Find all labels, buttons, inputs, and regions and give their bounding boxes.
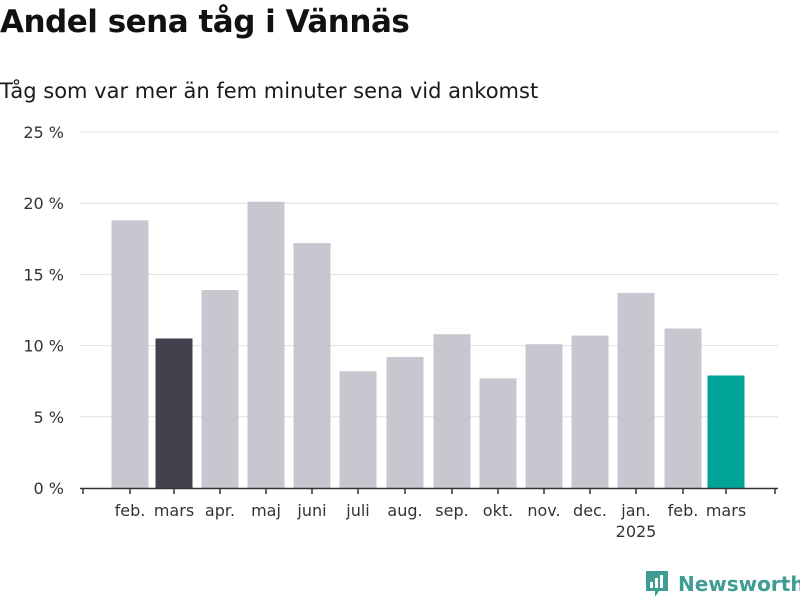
bar [248,202,285,488]
y-tick-label: 20 % [23,194,64,213]
x-axis [80,488,778,494]
brand-logo: Newsworthy [644,569,800,599]
y-tick-label: 0 % [34,479,64,498]
bar-chart: 0 %5 %10 %15 %20 %25 % feb. mars apr. maj ju… [0,0,800,600]
bars [112,202,745,488]
bar [572,336,609,488]
bar-chart-logo-icon [644,569,670,599]
bar [434,334,471,488]
x-tick-label: juni [296,501,326,520]
y-tick-label: 5 % [34,408,64,427]
bar [202,290,239,488]
x-tick-label: nov. [527,501,560,520]
bar [708,376,745,488]
x-tick-label: okt. [483,501,513,520]
x-year-label: 2025 [616,522,657,541]
bar [618,293,655,488]
x-tick-label: apr. [205,501,235,520]
x-tick-label: mars [154,501,194,520]
x-tick-label: feb. [115,501,146,520]
x-tick-label: feb. [668,501,699,520]
x-tick-label: juli [345,501,369,520]
y-tick-label: 10 % [23,337,64,356]
x-axis-tick-labels: feb. mars apr. maj juni juli aug. sep. okt. nov. d… [115,501,747,541]
y-axis-tick-labels: 0 % 5 % 10 % 15 % 20 % 25 % [23,123,64,498]
x-tick-label: maj [251,501,281,520]
x-tick-label: dec. [573,501,607,520]
x-tick-label: jan. [620,501,650,520]
x-tick-label: mars [706,501,746,520]
bar [340,371,377,488]
bar [112,220,149,488]
x-tick-label: aug. [387,501,422,520]
bar [156,338,193,488]
x-tick-label: sep. [435,501,468,520]
bar [387,357,424,488]
bar [480,378,517,488]
bar [526,344,563,488]
brand-name: Newsworthy [678,572,800,596]
y-tick-label: 25 % [23,123,64,142]
bar [294,243,331,488]
y-tick-label: 15 % [23,265,64,284]
bar [665,329,702,488]
